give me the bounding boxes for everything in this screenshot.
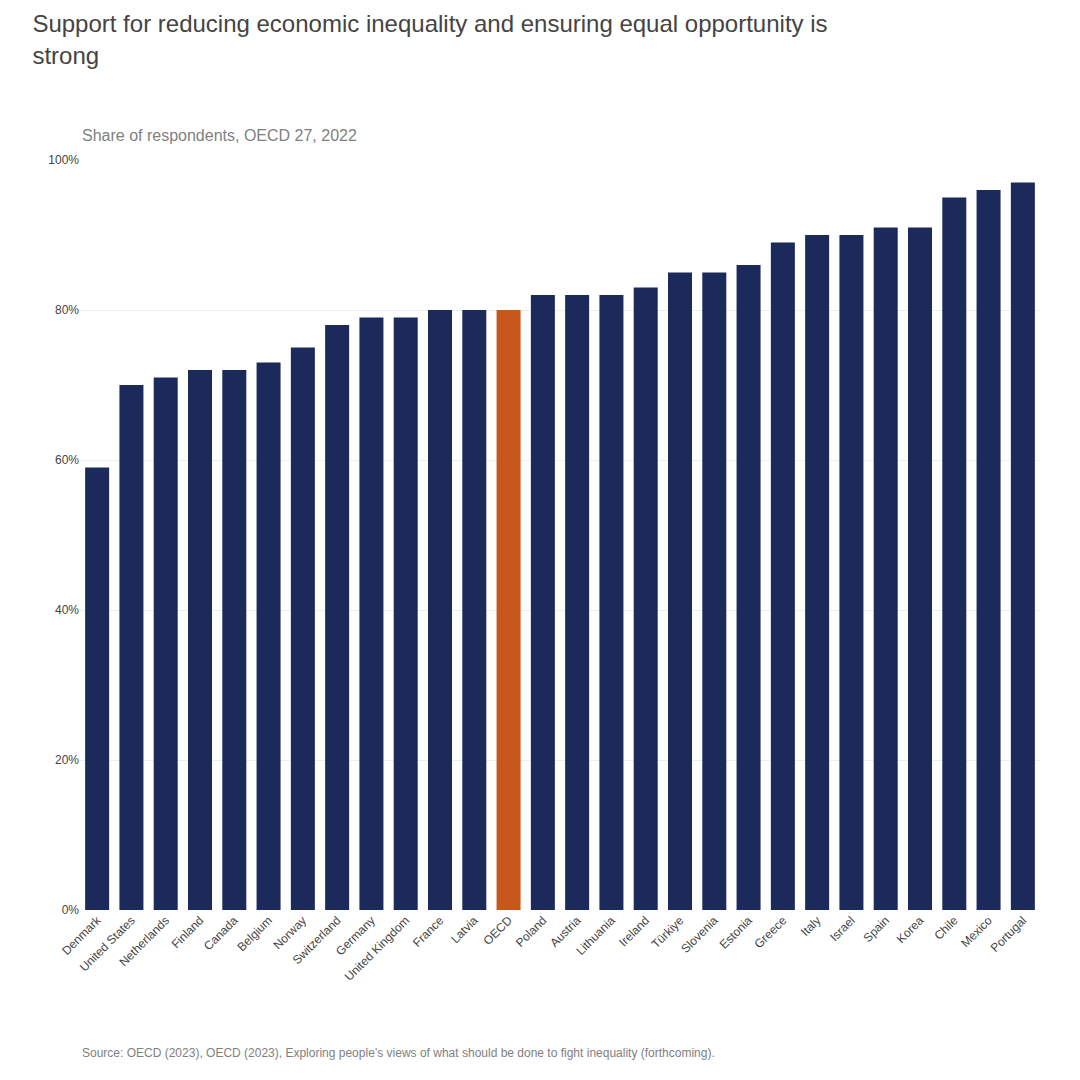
svg-text:Latvia: Latvia [448, 913, 481, 946]
svg-text:Share of respondents, OECD 27,: Share of respondents, OECD 27, 2022 [82, 127, 357, 144]
svg-text:Germany: Germany [333, 913, 378, 958]
svg-text:Portugal: Portugal [988, 913, 1030, 955]
svg-text:Estonia: Estonia [717, 913, 755, 951]
svg-text:Finland: Finland [169, 913, 207, 951]
svg-text:Poland: Poland [513, 913, 549, 949]
svg-text:Source: OECD (2023), OECD (202: Source: OECD (2023), OECD (2023), Explor… [82, 1046, 715, 1060]
svg-text:Canada: Canada [201, 913, 241, 953]
svg-text:40%: 40% [55, 603, 79, 617]
svg-text:OECD: OECD [481, 913, 516, 948]
svg-text:20%: 20% [55, 753, 79, 767]
svg-text:Mexico: Mexico [958, 913, 995, 950]
svg-text:60%: 60% [55, 453, 79, 467]
svg-text:Austria: Austria [547, 913, 584, 950]
svg-text:Greece: Greece [751, 913, 789, 951]
svg-text:Israel: Israel [827, 913, 858, 944]
svg-text:Lithuania: Lithuania [573, 913, 618, 958]
svg-text:Türkiye: Türkiye [649, 913, 687, 951]
svg-text:France: France [410, 913, 447, 950]
svg-text:Slovenia: Slovenia [678, 913, 721, 956]
svg-text:Ireland: Ireland [616, 913, 652, 949]
svg-text:100%: 100% [48, 153, 79, 167]
svg-text:Netherlands: Netherlands [116, 913, 172, 969]
svg-text:Denmark: Denmark [59, 913, 104, 958]
svg-text:Korea: Korea [894, 913, 927, 946]
svg-text:Support for reducing economic: Support for reducing economic inequality… [32, 10, 827, 68]
svg-text:Norway: Norway [271, 913, 310, 952]
svg-text:Switzerland: Switzerland [290, 913, 344, 967]
svg-text:United Kingdom: United Kingdom [342, 913, 412, 983]
svg-text:Chile: Chile [931, 913, 960, 942]
svg-text:80%: 80% [55, 303, 79, 317]
svg-text:Italy: Italy [798, 913, 823, 938]
svg-text:United States: United States [77, 913, 138, 974]
svg-text:Spain: Spain [860, 913, 892, 945]
svg-text:0%: 0% [62, 903, 80, 917]
svg-text:Belgium: Belgium [234, 913, 275, 954]
